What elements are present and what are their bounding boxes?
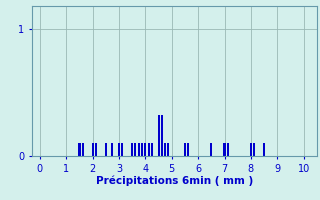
Bar [263,143,265,156]
Bar [157,115,160,156]
X-axis label: Précipitations 6min ( mm ): Précipitations 6min ( mm ) [96,175,253,186]
Bar [138,143,140,156]
Bar [184,143,186,156]
Bar [253,143,255,156]
Bar [250,143,252,156]
Bar [82,143,84,156]
Bar [121,143,123,156]
Bar [111,143,114,156]
Bar [210,143,212,156]
Bar [223,143,226,156]
Bar [144,143,147,156]
Bar [187,143,189,156]
Bar [131,143,133,156]
Bar [141,143,143,156]
Bar [164,143,166,156]
Bar [227,143,229,156]
Bar [151,143,153,156]
Bar [105,143,107,156]
Bar [78,143,81,156]
Bar [161,115,163,156]
Bar [167,143,169,156]
Bar [92,143,94,156]
Bar [134,143,136,156]
Bar [95,143,97,156]
Bar [118,143,120,156]
Bar [148,143,150,156]
